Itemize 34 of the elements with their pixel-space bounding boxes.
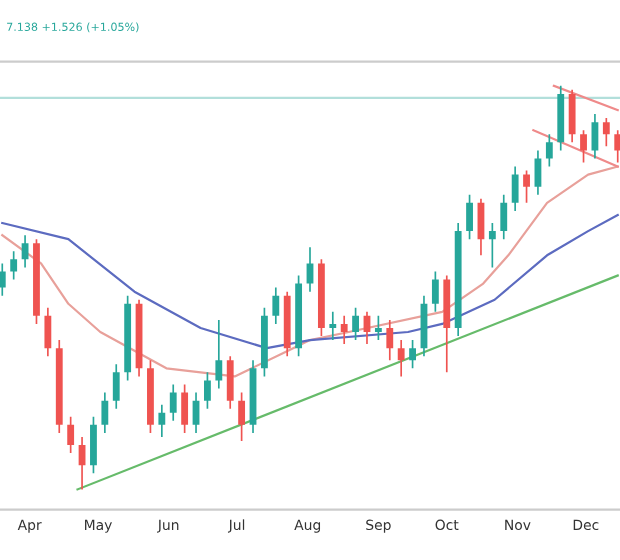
candlestick — [238, 391, 246, 442]
candlestick — [306, 246, 314, 293]
candlestick — [602, 117, 610, 148]
candlestick — [215, 319, 223, 390]
candlestick — [409, 339, 416, 370]
candlestick — [0, 262, 6, 297]
candlestick — [466, 193, 473, 241]
candlestick — [101, 391, 109, 434]
candlestick — [534, 149, 542, 196]
candlestick — [374, 315, 382, 341]
candlestick — [431, 270, 439, 313]
candlestick — [511, 165, 519, 212]
candlestick — [272, 286, 280, 325]
candlestick — [44, 306, 52, 358]
candlestick — [397, 339, 405, 378]
candlestick — [181, 383, 189, 434]
candlestick — [226, 355, 234, 410]
candlestick — [545, 133, 553, 168]
candlestick — [568, 89, 576, 144]
candlestick — [488, 222, 496, 269]
candlestick — [10, 250, 18, 281]
candlestick — [386, 319, 394, 362]
candlestick — [112, 363, 120, 410]
candlestick — [500, 193, 508, 241]
candlestick — [169, 383, 177, 422]
candlestick — [67, 415, 75, 454]
candlestick — [158, 403, 166, 438]
candlestick — [523, 169, 530, 204]
candlestick — [340, 315, 348, 345]
candlestick — [204, 371, 211, 410]
candlestick — [329, 310, 337, 341]
candlestick — [580, 129, 587, 164]
candlestick — [352, 306, 360, 341]
candlestick — [90, 415, 97, 475]
